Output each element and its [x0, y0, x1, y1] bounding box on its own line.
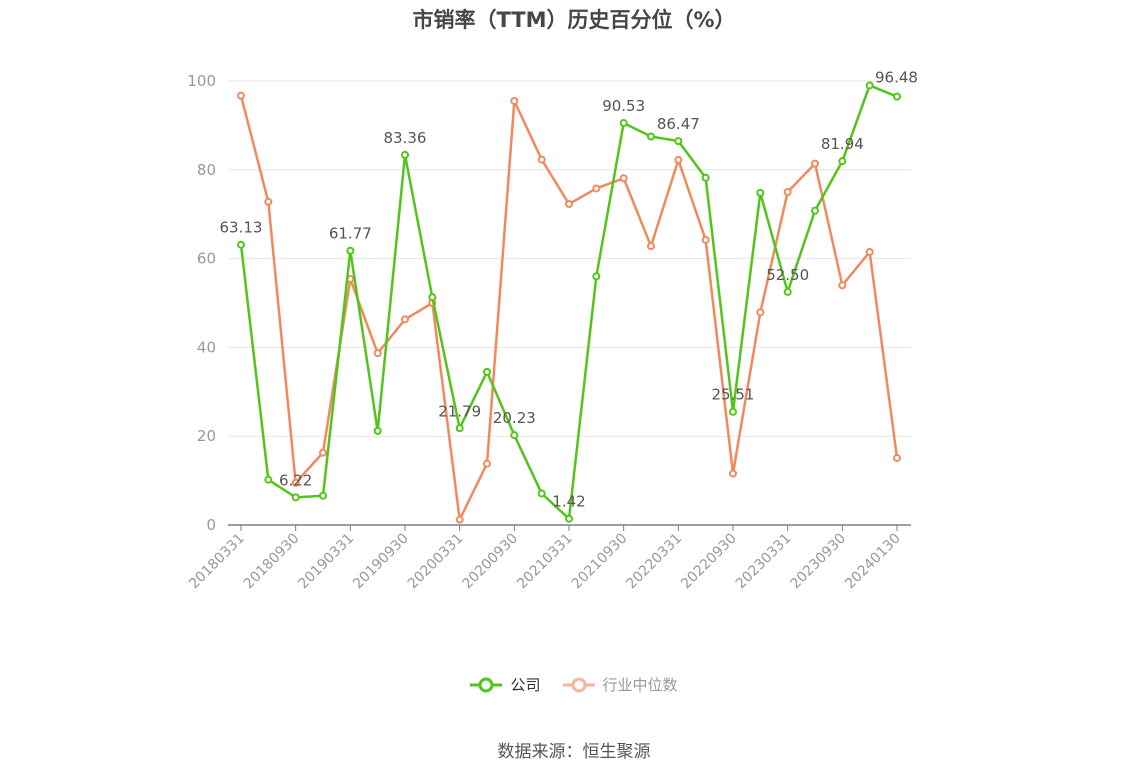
x-axis: 2018033120180930201903312019093020200331… — [186, 524, 911, 593]
industry-point — [537, 155, 546, 164]
industry-point — [264, 197, 273, 206]
company-point — [428, 293, 437, 302]
y-tick-label: 60 — [197, 250, 216, 268]
company-line — [239, 84, 898, 520]
x-tick-label: 20200930 — [459, 531, 521, 593]
company-point — [701, 173, 710, 182]
series-layer — [237, 81, 901, 524]
x-tick-label: 20190331 — [295, 531, 357, 593]
legend-company-icon — [470, 677, 503, 692]
data-label: 90.53 — [602, 97, 645, 115]
industry-point — [865, 247, 874, 256]
company-point — [619, 119, 628, 128]
legend: 公司 行业中位数 — [0, 674, 1148, 695]
company-point — [237, 240, 245, 249]
x-tick-label: 20210930 — [569, 531, 631, 593]
line-chart: 0 20 40 60 80 100 201803312018093020190331201… — [186, 69, 918, 593]
x-tick-label: 20180930 — [241, 531, 303, 593]
legend-industry-icon — [562, 677, 595, 692]
industry-point — [756, 308, 765, 317]
data-label: 86.47 — [657, 115, 700, 133]
x-tick-label: 20190930 — [350, 531, 412, 593]
x-tick-label: 20180331 — [186, 531, 248, 593]
x-tick-label: 20220930 — [678, 531, 740, 593]
company-point — [729, 407, 737, 416]
industry-point — [510, 96, 519, 105]
industry-point — [291, 478, 300, 487]
industry-point — [729, 469, 737, 478]
data-label: 83.36 — [384, 129, 427, 147]
industry-point — [592, 184, 601, 193]
series-industry — [237, 91, 901, 524]
data-label: 63.13 — [220, 219, 263, 237]
company-point — [865, 81, 874, 90]
industry-point — [565, 199, 573, 208]
industry-point — [783, 188, 792, 196]
data-label: 6.22 — [279, 471, 312, 489]
industry-point — [647, 242, 655, 251]
company-point — [455, 424, 464, 433]
industry-point — [674, 156, 683, 165]
company-point — [510, 431, 519, 440]
grid-lines — [228, 80, 911, 437]
data-label: 25.51 — [712, 386, 755, 404]
company-point — [783, 287, 792, 296]
company-point — [483, 367, 491, 376]
x-tick-label: 20240130 — [842, 531, 904, 593]
y-tick-label: 80 — [197, 161, 216, 179]
industry-point — [619, 174, 628, 183]
data-label: 1.42 — [552, 493, 585, 511]
legend-industry-label: 行业中位数 — [602, 676, 678, 694]
company-point — [756, 188, 765, 197]
data-label: 81.94 — [821, 135, 864, 153]
x-tick-label: 20210331 — [514, 531, 576, 593]
legend-item-industry[interactable]: 行业中位数 — [562, 674, 678, 695]
x-tick-label: 20220331 — [623, 531, 685, 593]
data-label: 96.48 — [875, 69, 918, 87]
company-point — [592, 272, 601, 281]
company-point — [319, 491, 327, 500]
industry-point — [838, 281, 847, 290]
company-point — [893, 92, 901, 101]
industry-point — [701, 235, 710, 244]
legend-company-label: 公司 — [510, 676, 541, 694]
y-axis-ticks: 0 20 40 60 80 100 — [187, 72, 216, 534]
industry-point — [893, 453, 901, 462]
y-tick-label: 20 — [197, 427, 216, 445]
data-label: 21.79 — [438, 402, 481, 420]
data-label: 61.77 — [329, 225, 372, 243]
industry-point — [401, 315, 409, 324]
company-point — [811, 206, 819, 215]
industry-point — [373, 349, 382, 358]
company-point — [346, 246, 355, 255]
industry-point — [483, 459, 491, 468]
company-point — [373, 426, 382, 435]
data-labels: 63.13 6.22 61.77 83.36 21.79 20.23 1.42 90.53 86… — [220, 69, 918, 511]
y-tick-label: 100 — [187, 72, 216, 90]
company-point — [647, 132, 655, 141]
company-point — [674, 137, 683, 146]
company-point — [537, 489, 546, 498]
legend-item-company[interactable]: 公司 — [470, 674, 541, 695]
source-note: 数据来源：恒生聚源 — [497, 742, 651, 762]
company-point — [264, 475, 273, 484]
company-point — [565, 514, 573, 523]
company-point — [838, 157, 847, 166]
data-label: 20.23 — [493, 409, 536, 427]
y-tick-label: 0 — [206, 516, 216, 534]
x-tick-label: 20200331 — [405, 531, 467, 593]
industry-line — [239, 95, 899, 521]
industry-point — [811, 159, 819, 168]
y-tick-label: 40 — [197, 338, 216, 356]
company-point — [401, 150, 409, 159]
industry-point — [319, 448, 327, 457]
x-tick-label: 20230930 — [787, 531, 849, 593]
industry-point — [237, 91, 245, 100]
company-point — [291, 493, 300, 502]
industry-point — [455, 515, 464, 524]
x-tick-label: 20230331 — [733, 531, 795, 593]
data-label: 52.50 — [766, 266, 809, 284]
series-company — [237, 81, 901, 523]
chart-title: 市销率（TTM）历史百分位（%） — [412, 8, 736, 32]
